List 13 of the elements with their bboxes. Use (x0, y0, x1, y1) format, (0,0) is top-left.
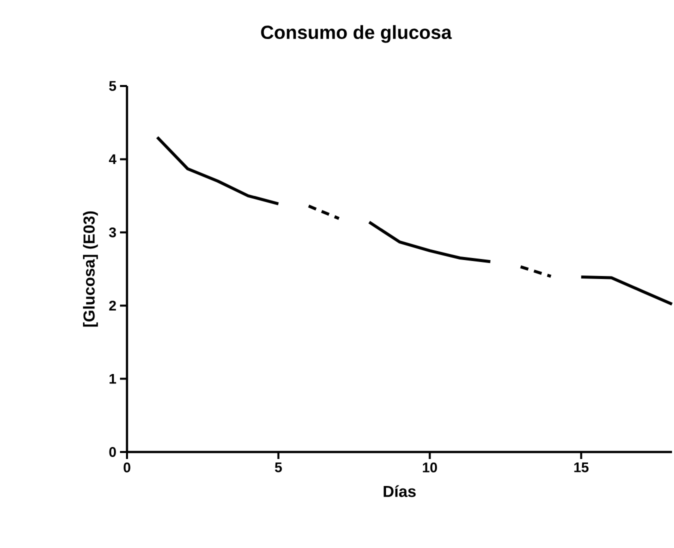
y-tick-label: 4 (108, 154, 116, 164)
y-tick-label: 3 (109, 227, 116, 238)
y-axis-title: [Glucosa] (E03) (83, 211, 98, 327)
y-tick-label: 0 (109, 447, 116, 457)
chart-title: Consumo de glucosa (261, 25, 452, 43)
x-axis-title: Días (384, 485, 416, 498)
y-tick-label: 5 (109, 81, 116, 91)
x-tick-label: 0 (124, 462, 130, 472)
x-tick-label: 15 (574, 462, 589, 472)
x-tick-label: 10 (422, 462, 437, 472)
y-tick-label: 2 (109, 300, 116, 310)
y-tick-label: 1 (110, 374, 116, 384)
x-tick-label: 5 (274, 462, 282, 472)
